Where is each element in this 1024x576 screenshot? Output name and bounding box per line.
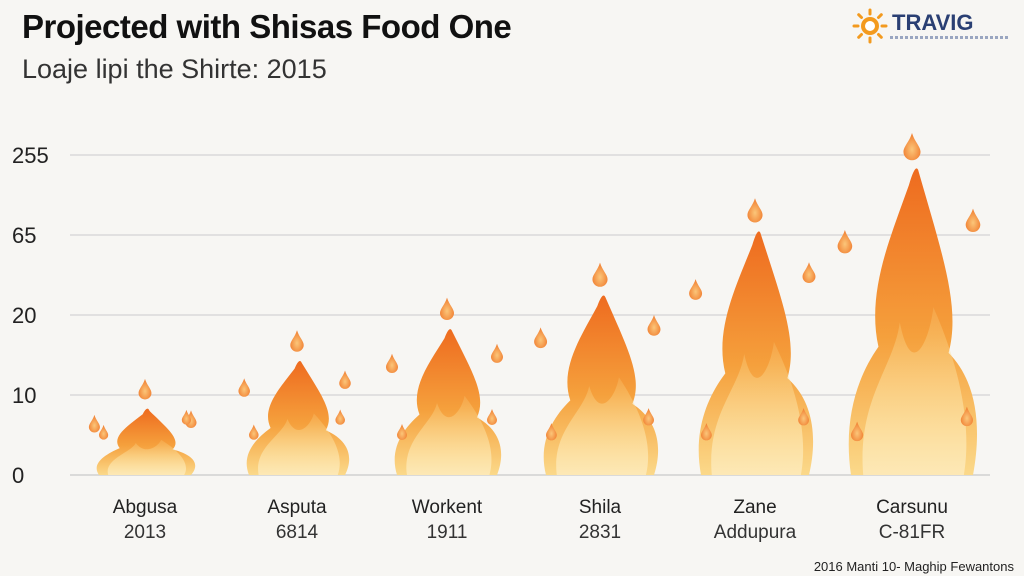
flame-bars [88, 132, 981, 475]
chart-title: Projected with Shisas Food One [22, 8, 512, 45]
sun-icon [852, 8, 888, 44]
y-tick-label: 255 [12, 143, 49, 168]
ember-drop [335, 409, 345, 425]
chart-subtitle: Loaje lipi the Shirte: 2015 [22, 54, 327, 84]
y-tick-label: 65 [12, 223, 36, 248]
ember-drop [138, 378, 152, 400]
flame-bar-glow [107, 439, 187, 475]
ember-drop [700, 423, 712, 441]
x-category-label: Abgusa [113, 497, 178, 518]
flame-bar [88, 378, 197, 475]
x-category-sublabel: C-81FR [879, 522, 946, 543]
flame-bar-glow [258, 413, 340, 475]
logo-tagline-line [890, 36, 1008, 39]
ember-drop [965, 208, 981, 233]
y-tick-label: 20 [12, 303, 36, 328]
flame-bar [386, 297, 503, 475]
flame-bar [689, 198, 816, 475]
x-category-sublabel: 1911 [427, 522, 468, 543]
ember-drop [534, 327, 548, 349]
flame-bar [534, 262, 661, 475]
ember-drop [440, 297, 454, 320]
x-category-sublabel: 6814 [276, 522, 319, 543]
ember-drop [238, 378, 250, 397]
ember-drop [747, 198, 763, 223]
x-category-sublabel: 2831 [579, 522, 621, 543]
gridlines [70, 154, 990, 476]
ember-drop [903, 132, 921, 161]
ember-drop [290, 330, 304, 352]
ember-drop [546, 423, 557, 441]
ember-drop [491, 343, 503, 363]
ember-drop [487, 409, 497, 425]
logo-text: TRAVIG [892, 10, 974, 35]
ember-drop [88, 414, 100, 433]
y-tick-label: 0 [12, 463, 24, 488]
ember-drop [181, 409, 191, 425]
flame-bar-glow [711, 341, 804, 475]
brand-logo: TRAVIG [852, 6, 1012, 46]
source-footnote: 2016 Manti 10- Maghip Fewantons [813, 559, 1014, 574]
ember-drop [647, 314, 661, 336]
x-category-label: Workent [412, 497, 483, 518]
x-category-label: Zane [733, 497, 776, 518]
y-axis: 0 10 20 65 255 [12, 143, 49, 488]
y-tick-label: 10 [12, 383, 36, 408]
x-category-label: Asputa [267, 497, 327, 518]
flame-bar-glow [406, 395, 492, 475]
ember-drop [339, 370, 351, 389]
ember-drop [837, 229, 853, 254]
ember-drop [960, 406, 974, 427]
flame-bar-glow [556, 377, 649, 475]
x-category-label: Shila [579, 497, 622, 518]
flame-bar [837, 132, 981, 475]
ember-drop [802, 262, 816, 283]
flame-bar-glow [862, 307, 967, 475]
ember-drop [592, 262, 608, 287]
ember-drop [851, 421, 864, 442]
ember-drop [386, 353, 398, 373]
ember-drop [249, 424, 259, 440]
ember-drop [643, 408, 654, 426]
ember-drop [798, 408, 809, 426]
x-axis: Abgusa 2013 Asputa 6814 Workent 1911 Shila 2831… [113, 497, 948, 543]
ember-drop [99, 424, 109, 440]
x-category-label: Carsunu [876, 497, 948, 518]
x-category-sublabel: 2013 [124, 522, 166, 543]
ember-drop [689, 279, 703, 300]
x-category-sublabel: Addupura [714, 522, 797, 543]
ember-drop [397, 424, 407, 440]
flame-bar [238, 330, 351, 475]
